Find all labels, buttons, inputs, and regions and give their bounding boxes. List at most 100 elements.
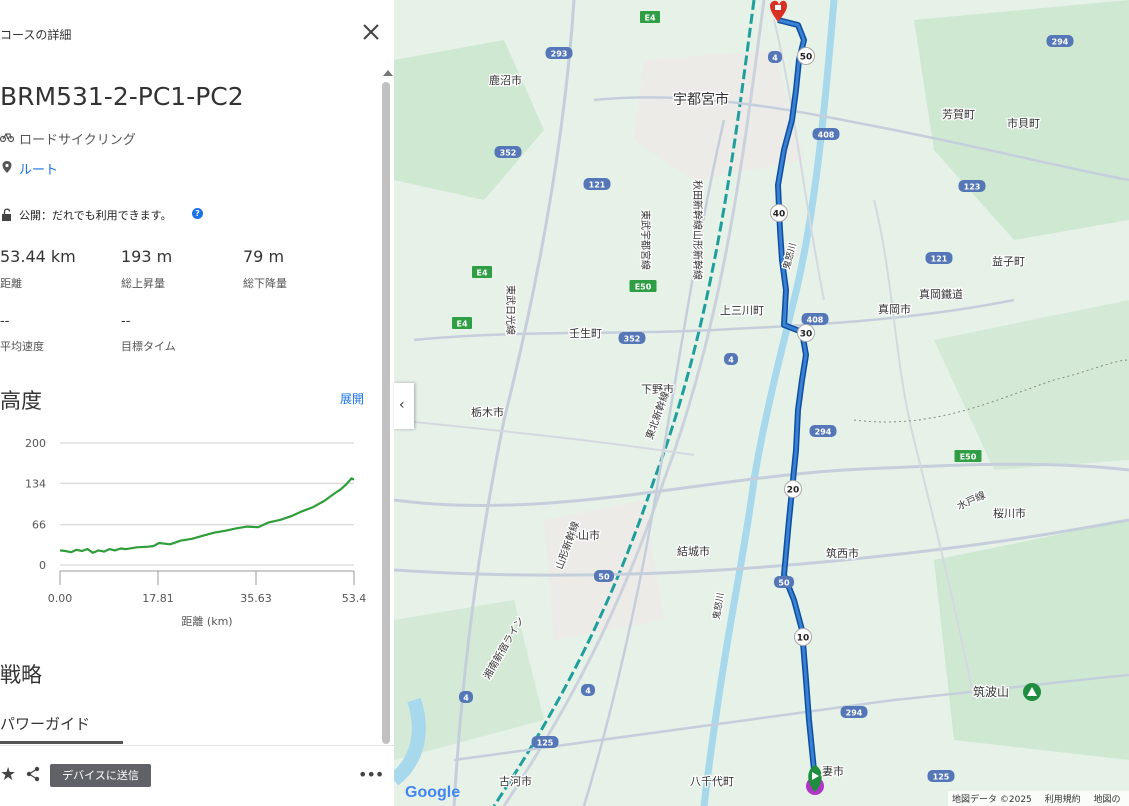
share-icon[interactable]	[25, 766, 41, 782]
road-shield	[629, 280, 657, 292]
road-shield-label: 352	[624, 335, 641, 344]
target-time-value: --	[121, 314, 131, 329]
road-shield	[801, 313, 829, 325]
map-data-credit: 地図データ ©2025	[952, 795, 1032, 805]
send-to-device-button[interactable]: デバイスに送信	[50, 764, 151, 787]
map-view[interactable]: E4 E4 E4 293 352 121 E50 352 4 4 408 408 294 294 123 12…	[394, 0, 1129, 806]
power-guide-tab[interactable]: パワーガイド	[0, 715, 91, 733]
road-shield-label: 50	[598, 573, 610, 582]
road-shield	[927, 770, 955, 782]
course-name: BRM531-2-PC1-PC2	[0, 82, 244, 111]
road-shield	[594, 570, 614, 582]
road-shield	[581, 684, 595, 696]
y-tick-label: 200	[25, 437, 46, 450]
descent-label: 総下降量	[243, 277, 287, 290]
road-shield-label: E4	[644, 14, 655, 23]
road-shield	[840, 706, 868, 718]
road-shields: E4 E4 E4 293 352 121 E50 352 4 4 408 408 294 294 123 12…	[452, 11, 1074, 782]
road-shield-label: 4	[728, 356, 734, 365]
x-axis-label: 距離 (km)	[181, 614, 232, 628]
road-shield-label: 125	[537, 739, 554, 748]
route-distance-marker	[794, 628, 812, 646]
route-distance-marker	[797, 324, 815, 342]
map-place-label: 小山市	[567, 528, 600, 542]
route-distance-marker-label: 30	[800, 330, 813, 340]
road-shield	[925, 252, 953, 264]
road-shield	[958, 180, 986, 192]
map-place-label: 秋田新幹線山形新幹線	[691, 180, 704, 280]
elevation-title: 高度	[0, 389, 42, 413]
road-shield	[1046, 35, 1074, 47]
ascent-label: 総上昇量	[121, 277, 165, 290]
road-shield	[768, 51, 782, 63]
map-place-label: 真岡鐵道	[919, 287, 963, 301]
bicycle-icon	[0, 133, 14, 143]
collapse-panel-button[interactable]: ‹	[394, 383, 414, 429]
help-icon[interactable]: ?	[192, 208, 203, 219]
route-link[interactable]: ルート	[19, 163, 59, 178]
power-guide-underline	[0, 741, 123, 744]
chevron-left-icon: ‹	[399, 397, 405, 413]
road-shield	[583, 178, 611, 190]
road-shield-label: 125	[933, 773, 950, 782]
map-place-label: 東武日光線	[504, 285, 517, 335]
scroll-up-arrow-icon[interactable]	[383, 70, 393, 76]
avg-speed-label: 平均速度	[0, 340, 44, 353]
target-time-label: 目標タイム	[121, 340, 176, 353]
map-place-label: 市貝町	[1007, 116, 1040, 130]
road-shield-label: E50	[635, 283, 652, 292]
road-shield-label: 50	[778, 579, 790, 588]
map-report-link[interactable]: 地図の	[1093, 795, 1121, 805]
map-place-label: 古河市	[499, 774, 532, 788]
map-place-label: 宇都宮市	[673, 91, 729, 108]
route-distance-marker-label: 20	[787, 486, 800, 496]
finish-marker-icon[interactable]	[770, 0, 787, 22]
y-tick-label: 66	[32, 519, 46, 532]
map-place-label: 鹿沼市	[489, 73, 522, 87]
road-shield-label: 121	[589, 181, 606, 190]
strategy-title: 戦略	[0, 663, 42, 687]
x-tick-label: 0.00	[48, 592, 73, 605]
road-shield-label: 4	[772, 54, 778, 63]
scrollbar-thumb[interactable]	[382, 82, 390, 744]
road-shield	[545, 47, 573, 59]
more-options-icon[interactable]: •••	[358, 765, 384, 784]
x-tick-label: 35.63	[240, 592, 272, 605]
expand-link[interactable]: 展開	[340, 392, 365, 406]
road-shield	[812, 128, 840, 140]
activity-type: ロードサイクリング	[19, 133, 136, 148]
close-icon[interactable]	[361, 22, 381, 42]
start-marker-icon[interactable]	[806, 765, 824, 795]
road-shield-label: E4	[456, 320, 467, 329]
avg-speed-value: --	[0, 314, 10, 329]
route-distance-markers: 50 40 30 20 10	[770, 47, 815, 646]
map-place-label: 桜川市	[993, 506, 1026, 520]
route-distance-marker-label: 40	[773, 210, 786, 220]
unlock-icon	[2, 208, 11, 221]
road-shield	[774, 576, 794, 588]
privacy-status: 公開：だれでも利用できます。	[19, 209, 172, 222]
distance-label: 距離	[0, 277, 22, 290]
road-shield-label: 294	[815, 428, 832, 437]
terms-link[interactable]: 利用規約	[1044, 795, 1081, 805]
road-shield-label: 408	[807, 316, 824, 325]
road-shield	[452, 317, 472, 329]
map-place-label: 筑西市	[826, 546, 859, 560]
descent-value: 79 m	[243, 247, 285, 266]
star-icon[interactable]: ★	[0, 764, 17, 785]
map-place-label: 東武宇都宮線	[639, 210, 652, 270]
road-shield	[494, 146, 522, 158]
road-shield-label: 408	[818, 131, 835, 140]
elevation-line	[59, 477, 355, 554]
road-shield	[618, 332, 646, 344]
route-distance-marker	[784, 480, 802, 498]
road-shield	[531, 736, 559, 748]
y-tick-label: 134	[25, 477, 46, 490]
map-place-label: 結城市	[677, 544, 710, 558]
road-shield-label: E4	[476, 269, 487, 278]
road-shield	[459, 691, 473, 703]
map-canvas[interactable]: E4 E4 E4 293 352 121 E50 352 4 4 408 408 294 294 123 12…	[394, 0, 1129, 806]
map-place-label: 八千代町	[690, 775, 734, 788]
mountain-icon[interactable]	[1023, 683, 1041, 701]
distance-value: 53.44 km	[0, 247, 76, 266]
